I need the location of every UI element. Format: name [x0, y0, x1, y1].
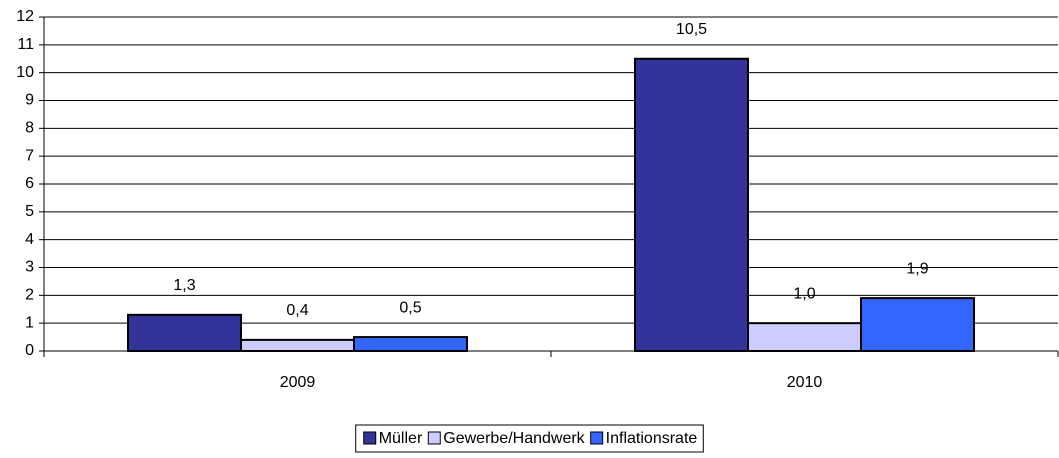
data-label: 0,5	[399, 299, 421, 316]
legend-swatch	[427, 431, 441, 445]
legend-box	[355, 424, 704, 453]
legend: Müller Gewerbe/Handwerk Inflationsrate	[355, 424, 704, 453]
bar	[860, 297, 975, 353]
y-tick-label: 10	[16, 64, 34, 81]
bar	[353, 336, 468, 353]
legend-label: Gewerbe/Handwerk	[443, 430, 585, 447]
legend-swatch	[590, 431, 604, 445]
y-tick-label: 4	[25, 231, 34, 248]
x-tick-label: 2009	[280, 374, 316, 391]
data-label: 0,4	[286, 302, 308, 319]
data-label: 10,5	[676, 21, 707, 38]
bar	[634, 57, 749, 352]
y-tick-label: 8	[25, 120, 34, 137]
y-tick-label: 6	[25, 175, 34, 192]
y-tick-label: 12	[16, 8, 34, 25]
y-tick-label: 5	[25, 203, 34, 220]
bar	[127, 313, 242, 353]
data-label: 1,9	[906, 260, 928, 277]
legend-label: Müller	[379, 430, 423, 447]
y-tick-label: 1	[25, 314, 34, 331]
bar	[747, 322, 862, 352]
legend-swatch	[363, 431, 377, 445]
bar	[240, 338, 355, 353]
data-label: 1,0	[793, 285, 815, 302]
legend-label: Inflationsrate	[606, 430, 698, 447]
y-tick-label: 9	[25, 92, 34, 109]
y-tick-label: 7	[25, 147, 34, 164]
y-tick-label: 3	[25, 259, 34, 276]
x-tick-label: 2010	[787, 374, 823, 391]
y-tick-label: 2	[25, 287, 34, 304]
data-label: 1,3	[173, 277, 195, 294]
y-tick-label: 0	[25, 342, 34, 359]
y-tick-label: 11	[17, 36, 34, 53]
